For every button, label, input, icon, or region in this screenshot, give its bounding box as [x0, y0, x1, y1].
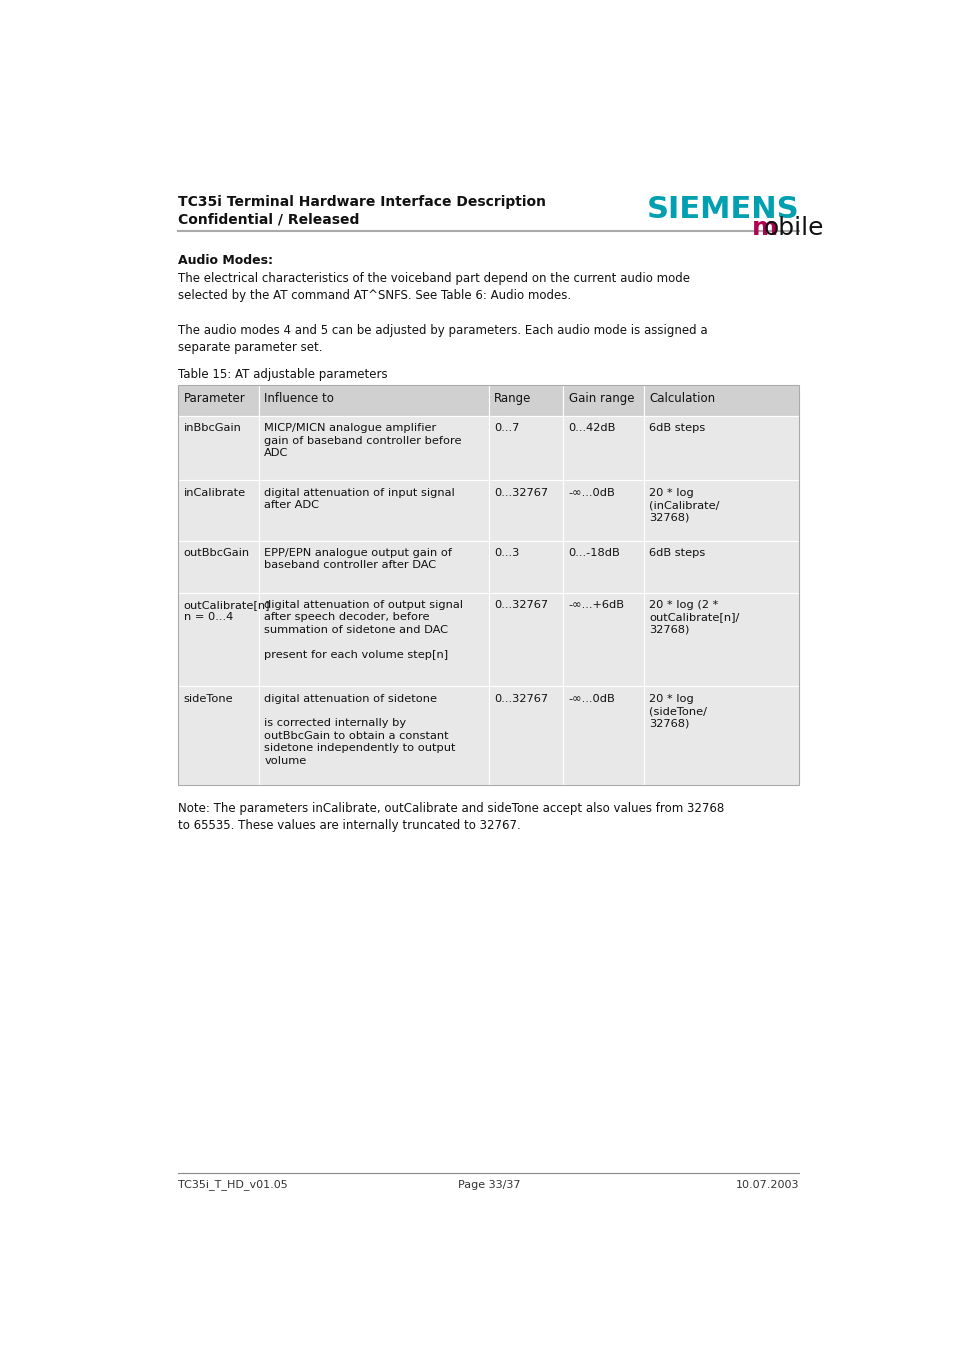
Text: Audio Modes:: Audio Modes: [178, 254, 274, 266]
FancyBboxPatch shape [178, 416, 259, 481]
Text: inBbcGain: inBbcGain [183, 423, 241, 434]
Text: -∞...0dB: -∞...0dB [568, 693, 615, 704]
Text: inCalibrate: inCalibrate [183, 488, 246, 497]
FancyBboxPatch shape [488, 385, 563, 416]
FancyBboxPatch shape [488, 416, 563, 481]
Text: Parameter: Parameter [183, 392, 245, 405]
Text: Calculation: Calculation [649, 392, 715, 405]
Text: outBbcGain: outBbcGain [183, 549, 250, 558]
Text: SIEMENS: SIEMENS [646, 196, 799, 224]
Text: 20 * log
(inCalibrate/
32768): 20 * log (inCalibrate/ 32768) [649, 488, 720, 523]
FancyBboxPatch shape [643, 416, 799, 481]
Text: 20 * log
(sideTone/
32768): 20 * log (sideTone/ 32768) [649, 693, 706, 728]
FancyBboxPatch shape [259, 416, 488, 481]
Text: 0...42dB: 0...42dB [568, 423, 616, 434]
FancyBboxPatch shape [178, 593, 259, 686]
FancyBboxPatch shape [259, 540, 488, 593]
FancyBboxPatch shape [488, 686, 563, 785]
Text: Confidential / Released: Confidential / Released [178, 212, 359, 226]
Text: Influence to: Influence to [264, 392, 334, 405]
FancyBboxPatch shape [643, 385, 799, 416]
Text: -∞...0dB: -∞...0dB [568, 488, 615, 497]
Text: EPP/EPN analogue output gain of
baseband controller after DAC: EPP/EPN analogue output gain of baseband… [264, 549, 452, 570]
FancyBboxPatch shape [488, 540, 563, 593]
FancyBboxPatch shape [259, 593, 488, 686]
Text: The electrical characteristics of the voiceband part depend on the current audio: The electrical characteristics of the vo… [178, 273, 690, 303]
Text: The audio modes 4 and 5 can be adjusted by parameters. Each audio mode is assign: The audio modes 4 and 5 can be adjusted … [178, 324, 707, 354]
FancyBboxPatch shape [259, 481, 488, 540]
FancyBboxPatch shape [259, 686, 488, 785]
Text: MICP/MICN analogue amplifier
gain of baseband controller before
ADC: MICP/MICN analogue amplifier gain of bas… [264, 423, 461, 458]
Text: 20 * log (2 *
outCalibrate[n]/
32768): 20 * log (2 * outCalibrate[n]/ 32768) [649, 600, 739, 635]
Text: -∞...+6dB: -∞...+6dB [568, 600, 624, 611]
Text: sideTone: sideTone [183, 693, 233, 704]
FancyBboxPatch shape [563, 593, 643, 686]
Text: digital attenuation of sidetone

is corrected internally by
outBbcGain to obtain: digital attenuation of sidetone is corre… [264, 693, 456, 766]
Text: 0...32767: 0...32767 [494, 488, 548, 497]
FancyBboxPatch shape [178, 686, 259, 785]
Text: digital attenuation of output signal
after speech decoder, before
summation of s: digital attenuation of output signal aft… [264, 600, 463, 659]
Text: 6dB steps: 6dB steps [649, 423, 705, 434]
FancyBboxPatch shape [178, 481, 259, 540]
FancyBboxPatch shape [178, 540, 259, 593]
FancyBboxPatch shape [563, 385, 643, 416]
FancyBboxPatch shape [643, 481, 799, 540]
Text: 0...-18dB: 0...-18dB [568, 549, 619, 558]
FancyBboxPatch shape [643, 540, 799, 593]
Text: Gain range: Gain range [568, 392, 634, 405]
Text: TC35i_T_HD_v01.05: TC35i_T_HD_v01.05 [178, 1179, 288, 1190]
FancyBboxPatch shape [643, 593, 799, 686]
Text: Table 15: AT adjustable parameters: Table 15: AT adjustable parameters [178, 367, 388, 381]
Text: Page 33/37: Page 33/37 [457, 1179, 519, 1189]
Text: 0...3: 0...3 [494, 549, 519, 558]
Text: 6dB steps: 6dB steps [649, 549, 705, 558]
Text: outCalibrate[n]
n = 0...4: outCalibrate[n] n = 0...4 [183, 600, 270, 623]
Text: m: m [751, 216, 777, 240]
FancyBboxPatch shape [563, 540, 643, 593]
Text: obile: obile [762, 216, 822, 240]
Text: Range: Range [494, 392, 531, 405]
Text: 10.07.2003: 10.07.2003 [735, 1179, 799, 1189]
Text: 0...32767: 0...32767 [494, 693, 548, 704]
Text: digital attenuation of input signal
after ADC: digital attenuation of input signal afte… [264, 488, 455, 511]
FancyBboxPatch shape [563, 416, 643, 481]
FancyBboxPatch shape [643, 686, 799, 785]
Text: TC35i Terminal Hardware Interface Description: TC35i Terminal Hardware Interface Descri… [178, 196, 546, 209]
Text: 0...7: 0...7 [494, 423, 519, 434]
Text: Note: The parameters inCalibrate, outCalibrate and sideTone accept also values f: Note: The parameters inCalibrate, outCal… [178, 802, 724, 832]
FancyBboxPatch shape [259, 385, 488, 416]
FancyBboxPatch shape [178, 385, 259, 416]
FancyBboxPatch shape [488, 593, 563, 686]
Text: 0...32767: 0...32767 [494, 600, 548, 611]
FancyBboxPatch shape [563, 686, 643, 785]
FancyBboxPatch shape [488, 481, 563, 540]
FancyBboxPatch shape [563, 481, 643, 540]
